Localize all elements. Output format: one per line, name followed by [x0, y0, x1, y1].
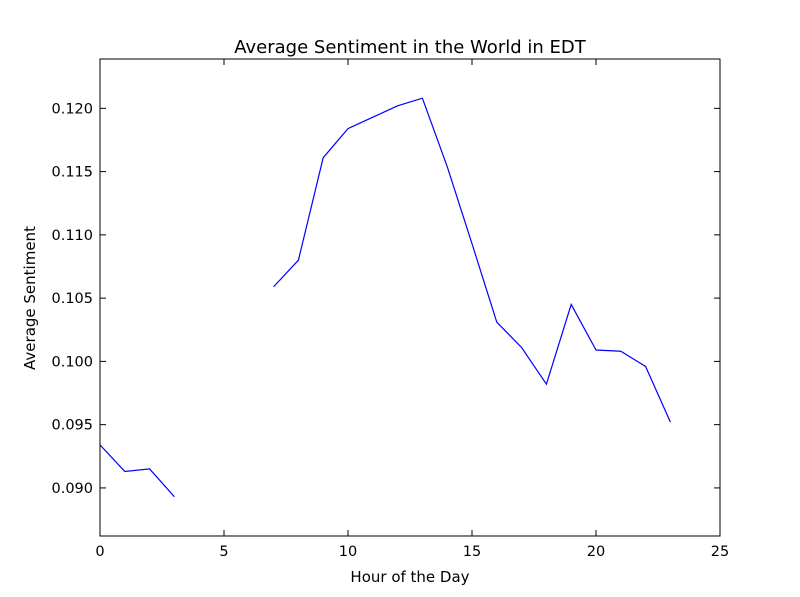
y-tick-label: 0.090 — [51, 481, 93, 497]
x-tick-label: 0 — [95, 544, 104, 560]
x-tick-label: 5 — [219, 544, 228, 560]
x-axis-label: Hour of the Day — [350, 568, 469, 586]
series-line-segment — [273, 97, 671, 423]
x-tick-label: 25 — [711, 544, 729, 560]
x-tick-label: 10 — [339, 544, 357, 560]
ticks-layer: 0 5 10 15 20 25 0.090 0.095 0.100 0.105 0.110 0.115… — [51, 59, 729, 560]
series-line-segment — [99, 444, 175, 498]
x-tick-label: 20 — [587, 544, 605, 560]
y-axis-label: Average Sentiment — [21, 226, 39, 370]
y-tick-label: 0.095 — [51, 418, 93, 434]
chart-title: Average Sentiment in the World in EDT — [234, 37, 586, 58]
plot-frame — [99, 58, 721, 537]
y-tick-label: 0.120 — [51, 101, 93, 117]
series-layer — [99, 97, 671, 498]
x-tick-label: 15 — [463, 544, 481, 560]
y-tick-label: 0.110 — [51, 228, 93, 244]
y-tick-label: 0.115 — [51, 165, 93, 181]
y-tick-label: 0.105 — [51, 291, 93, 307]
y-tick-label: 0.100 — [51, 354, 93, 370]
